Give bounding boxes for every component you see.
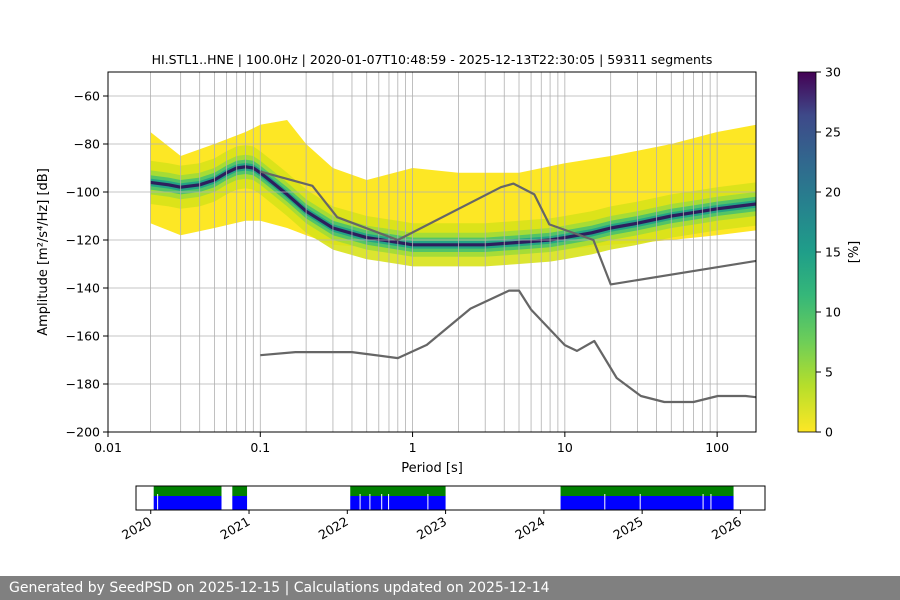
colorbar-tick-label: 15 <box>825 245 841 260</box>
x-tick-label: 1 <box>409 440 417 455</box>
y-tick-label: −60 <box>74 89 100 104</box>
x-tick-label: 100 <box>705 440 729 455</box>
noise-models <box>260 170 756 404</box>
x-tick-label: 0.01 <box>94 440 122 455</box>
timeline-tick-label: 2022 <box>316 514 351 543</box>
timeline: 2020 2021 2022 2023 2024 2025 2026 <box>119 485 766 543</box>
timeline-tick-label: 2023 <box>414 514 449 543</box>
timeline-tick-label: 2021 <box>217 514 252 543</box>
timeline-processed-bar <box>232 496 248 510</box>
colorbar-tick-label: 0 <box>825 425 833 440</box>
y-tick-label: −160 <box>66 329 100 344</box>
timeline-tick-label: 2020 <box>119 514 154 543</box>
footer-bar: Generated by SeedPSD on 2025-12-15 | Cal… <box>0 576 900 600</box>
colorbar-tick-label: 20 <box>825 185 841 200</box>
x-tick-label: 0.1 <box>250 440 270 455</box>
plot-area <box>107 71 757 433</box>
timeline-processed-bar <box>560 496 734 510</box>
y-axis-label: Amplitude [m²/s⁴/Hz] [dB] <box>36 168 51 336</box>
colorbar-gradient <box>797 71 817 433</box>
timeline-tick-label: 2025 <box>611 514 646 543</box>
timeline-bars <box>153 486 734 510</box>
density-band-high <box>150 163 756 249</box>
x-axis-label: Period [s] <box>401 461 463 476</box>
timeline-available-bar <box>232 486 248 496</box>
plot-frame <box>107 71 757 433</box>
colorbar-ticks: 0 5 10 15 20 25 30 <box>816 65 841 440</box>
nhnm-line <box>260 170 756 286</box>
timeline-available-bar <box>350 486 446 496</box>
timeline-frame <box>135 485 766 511</box>
y-axis: −200 −180 −160 −140 −120 −100 −80 −60 <box>66 89 108 440</box>
grid-lines <box>108 72 756 432</box>
y-tick-label: −140 <box>66 281 100 296</box>
timeline-processed-bar <box>350 496 446 510</box>
footer-text: Generated by SeedPSD on 2025-12-15 | Cal… <box>9 580 550 596</box>
timeline-tick-label: 2024 <box>512 514 547 543</box>
y-tick-label: −200 <box>66 425 100 440</box>
nlnm-line <box>260 289 756 404</box>
x-tick-label: 10 <box>557 440 573 455</box>
colorbar-tick-label: 25 <box>825 125 841 140</box>
y-tick-label: −180 <box>66 377 100 392</box>
y-tick-label: −80 <box>74 137 100 152</box>
timeline-available-bar <box>560 486 734 496</box>
timeline-processed-bar <box>153 496 222 510</box>
timeline-tick-label: 2026 <box>709 514 744 543</box>
colorbar-tick-label: 30 <box>825 65 841 80</box>
chart-title: HI.STL1..HNE | 100.0Hz | 2020-01-07T10:4… <box>152 52 713 67</box>
colorbar-label: [%] <box>847 241 862 264</box>
timeline-available-bar <box>153 486 222 496</box>
timeline-axis: 2020 2021 2022 2023 2024 2025 2026 <box>119 510 744 543</box>
colorbar: 0 5 10 15 20 25 30 [%] <box>797 65 862 440</box>
colorbar-tick-label: 5 <box>825 365 833 380</box>
x-axis: 0.01 0.1 1 10 100 <box>94 432 729 455</box>
colorbar-tick-label: 10 <box>825 305 841 320</box>
y-tick-label: −100 <box>66 185 100 200</box>
y-tick-label: −120 <box>66 233 100 248</box>
